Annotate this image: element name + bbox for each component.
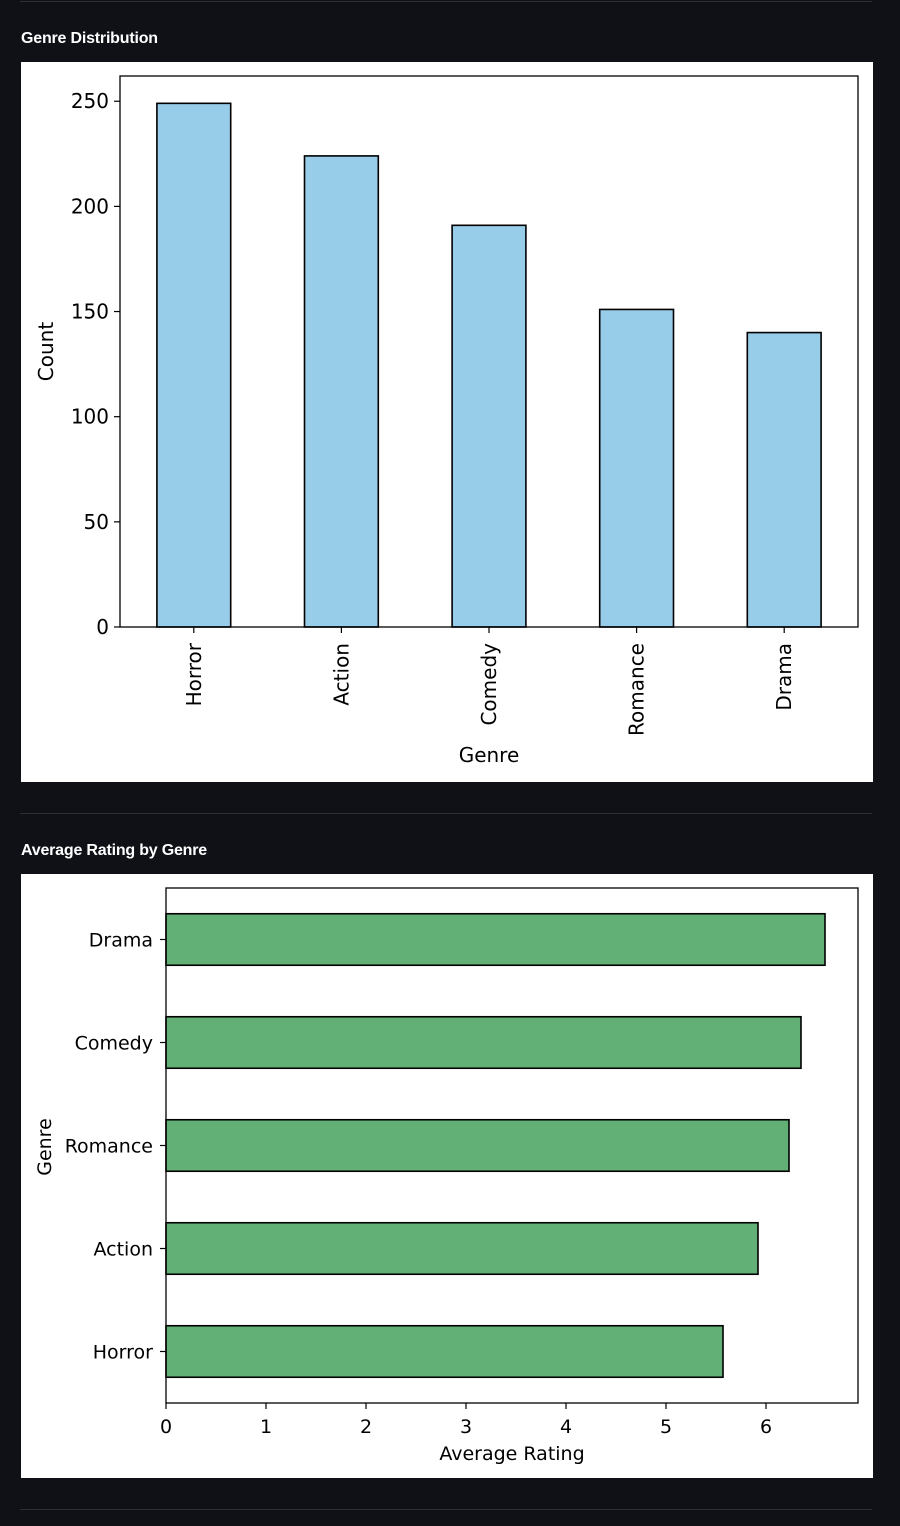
bar-action <box>165 1221 759 1276</box>
bar-horror <box>156 102 232 628</box>
plot-frame <box>165 887 859 1404</box>
y-tick-label: 0 <box>96 615 109 639</box>
y-tick-label-comedy: Comedy <box>75 1033 153 1055</box>
average-rating-chart: Horror Action Romance Comedy Drama 0 1 2 3 4 5 6 Ave… <box>34 887 859 1465</box>
genre-distribution-chart-card: Horror Action Comedy Romance Drama 0 50 100 150 2… <box>21 62 873 782</box>
bar-comedy <box>165 1015 802 1070</box>
bottom-divider <box>20 1509 872 1510</box>
genre-distribution-chart: Horror Action Comedy Romance Drama 0 50 100 150 2… <box>34 75 859 767</box>
y-tick-label-romance: Romance <box>65 1136 153 1158</box>
x-tick-label-comedy: Comedy <box>477 643 501 726</box>
top-divider <box>20 1 872 2</box>
bar-action <box>303 155 380 628</box>
y-tick-label-action: Action <box>93 1239 153 1261</box>
bar-comedy <box>451 224 527 628</box>
y-tick-label-horror: Horror <box>93 1342 153 1364</box>
section-title-genre-distribution: Genre Distribution <box>21 30 158 47</box>
x-tick-label: 4 <box>560 1416 572 1438</box>
section-title-average-rating: Average Rating by Genre <box>21 842 207 859</box>
x-tick-label: 3 <box>460 1416 472 1438</box>
y-tick-label: 250 <box>71 89 109 113</box>
x-tick-label: 2 <box>360 1416 372 1438</box>
x-tick-label: 0 <box>160 1416 172 1438</box>
y-axis-label: Count <box>34 322 58 382</box>
x-tick-label: 5 <box>660 1416 672 1438</box>
x-axis-label: Average Rating <box>439 1443 584 1465</box>
average-rating-chart-card: Horror Action Romance Comedy Drama 0 1 2 3 4 5 6 Ave… <box>21 874 873 1478</box>
x-tick-label-drama: Drama <box>772 643 796 711</box>
x-tick-label-romance: Romance <box>625 643 649 736</box>
bar-horror <box>165 1324 724 1379</box>
middle-divider <box>20 813 872 814</box>
plot-frame <box>119 75 859 628</box>
bar-romance <box>598 308 675 628</box>
x-axis-label: Genre <box>459 743 520 767</box>
y-tick-label: 100 <box>71 405 109 429</box>
y-tick-label: 200 <box>71 194 109 218</box>
x-tick-label-action: Action <box>329 643 353 706</box>
bar-drama <box>746 331 822 628</box>
bar-drama <box>165 912 826 967</box>
y-axis-label: Genre <box>34 1118 56 1176</box>
bar-romance <box>165 1118 790 1173</box>
x-tick-label-horror: Horror <box>182 642 206 706</box>
y-tick-label-drama: Drama <box>89 930 153 952</box>
x-tick-label: 6 <box>760 1416 772 1438</box>
y-tick-label: 50 <box>84 510 109 534</box>
x-tick-label: 1 <box>260 1416 272 1438</box>
y-tick-label: 150 <box>71 300 109 324</box>
